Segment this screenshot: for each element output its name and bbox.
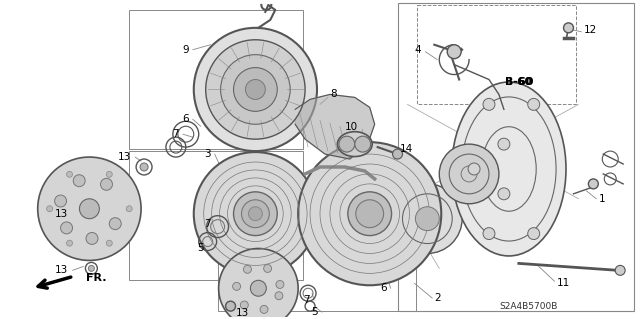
Circle shape [250,280,266,296]
Circle shape [100,178,113,190]
Circle shape [225,301,236,311]
Circle shape [392,149,403,159]
Circle shape [356,200,383,228]
Ellipse shape [452,82,566,256]
Circle shape [205,40,305,139]
Circle shape [106,171,112,177]
Circle shape [392,184,462,254]
Circle shape [615,265,625,275]
Text: 5: 5 [197,243,204,254]
Circle shape [243,265,252,273]
Circle shape [67,240,72,246]
Circle shape [564,23,573,33]
Text: 11: 11 [557,278,570,288]
Circle shape [483,228,495,240]
Circle shape [38,157,141,260]
Circle shape [248,207,262,221]
Bar [129,10,303,149]
Circle shape [194,28,317,151]
Text: B-60: B-60 [504,77,533,86]
Circle shape [498,138,510,150]
Circle shape [234,68,277,111]
Text: 13: 13 [236,308,249,318]
Text: 14: 14 [399,144,413,154]
Circle shape [86,233,98,244]
Ellipse shape [337,132,372,157]
Circle shape [355,136,371,152]
Circle shape [88,265,94,271]
Circle shape [339,136,355,152]
Circle shape [234,192,277,235]
Polygon shape [295,94,374,159]
Circle shape [588,179,598,189]
Circle shape [109,218,121,230]
Circle shape [79,199,99,219]
Circle shape [246,79,266,100]
Circle shape [264,264,271,272]
Circle shape [276,280,284,288]
Text: 2: 2 [435,293,441,303]
Text: 6: 6 [182,114,189,124]
Circle shape [61,222,72,234]
Text: S2A4B5700B: S2A4B5700B [500,302,558,311]
Text: 13: 13 [118,152,131,162]
Circle shape [447,45,461,59]
Circle shape [219,249,298,319]
Text: FR.: FR. [86,273,107,283]
Text: 9: 9 [182,45,189,55]
Text: 13: 13 [55,265,68,275]
Text: 4: 4 [415,45,421,55]
Circle shape [439,144,499,204]
Text: 10: 10 [345,122,358,132]
Text: 12: 12 [584,25,596,35]
Bar [417,5,577,104]
Circle shape [528,228,540,240]
Circle shape [232,282,241,290]
Text: 3: 3 [204,149,211,159]
Circle shape [106,240,112,246]
Circle shape [221,55,290,124]
Circle shape [47,206,52,212]
Circle shape [498,188,510,200]
Circle shape [528,98,540,110]
Text: 1: 1 [598,194,605,204]
Circle shape [468,163,480,175]
Bar [218,243,417,311]
Bar [129,151,303,280]
Circle shape [241,301,248,309]
Circle shape [298,142,441,285]
Circle shape [415,207,439,231]
Circle shape [194,152,317,275]
Text: 13: 13 [55,209,68,219]
Text: 7: 7 [172,129,179,139]
Text: 7: 7 [204,219,211,229]
Circle shape [483,98,495,110]
Circle shape [126,206,132,212]
Circle shape [54,195,67,207]
Text: 8: 8 [330,89,337,100]
Circle shape [73,175,85,187]
Text: 7: 7 [303,295,310,305]
Circle shape [241,200,269,228]
Text: B-60: B-60 [506,77,532,86]
Circle shape [67,171,72,177]
Circle shape [275,292,283,300]
Bar [397,3,634,311]
Text: 6: 6 [380,283,387,293]
Circle shape [140,163,148,171]
Circle shape [260,305,268,313]
Circle shape [348,192,392,235]
Text: 5: 5 [312,307,318,317]
